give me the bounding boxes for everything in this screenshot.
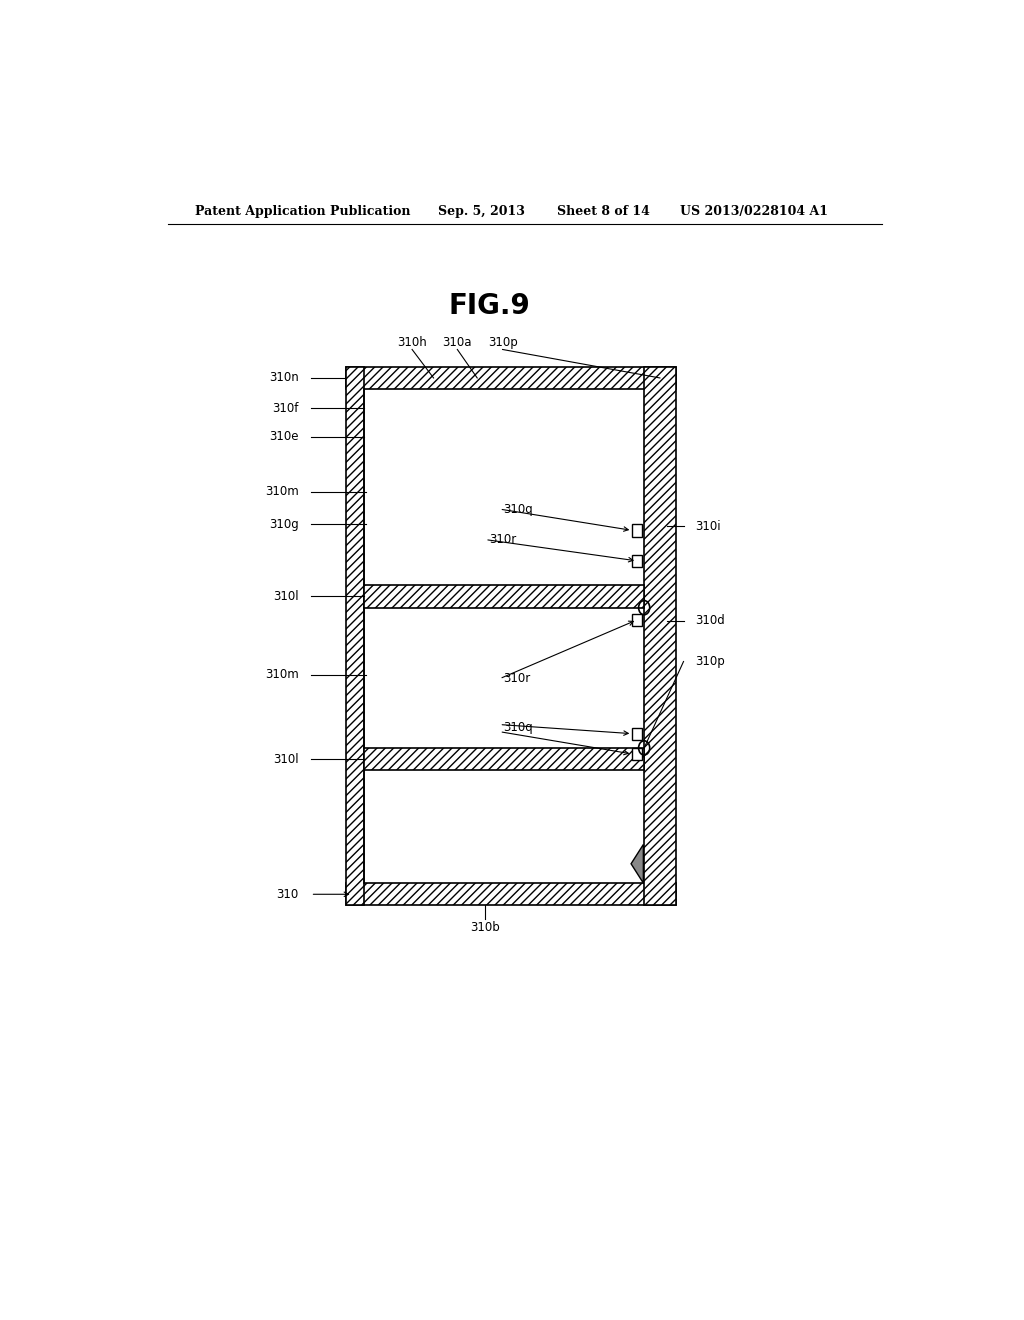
Text: 310l: 310l — [273, 590, 299, 603]
Text: 310q: 310q — [504, 503, 534, 516]
Bar — [632, 614, 642, 626]
Text: 310q: 310q — [504, 721, 534, 734]
Text: 310h: 310h — [397, 337, 427, 350]
Bar — [632, 524, 642, 536]
Text: 310b: 310b — [470, 921, 500, 933]
Bar — [644, 367, 676, 906]
Text: 310e: 310e — [269, 430, 299, 444]
Bar — [346, 883, 676, 906]
Bar — [346, 367, 364, 906]
Text: 310i: 310i — [695, 520, 721, 533]
Bar — [632, 748, 642, 760]
Text: Patent Application Publication: Patent Application Publication — [196, 205, 411, 218]
Text: Sheet 8 of 14: Sheet 8 of 14 — [557, 205, 649, 218]
Text: 310m: 310m — [265, 486, 299, 498]
Text: 310d: 310d — [695, 614, 725, 627]
Text: 310a: 310a — [442, 337, 472, 350]
Text: 310r: 310r — [489, 533, 516, 546]
Text: Sep. 5, 2013: Sep. 5, 2013 — [437, 205, 524, 218]
Text: 310g: 310g — [269, 517, 299, 531]
Text: 310p: 310p — [695, 655, 725, 668]
Polygon shape — [631, 845, 643, 883]
Text: 310r: 310r — [504, 672, 530, 685]
Bar — [632, 727, 642, 739]
Bar — [346, 367, 676, 389]
Text: 310: 310 — [276, 888, 299, 900]
Text: 310m: 310m — [265, 668, 299, 681]
Text: US 2013/0228104 A1: US 2013/0228104 A1 — [680, 205, 827, 218]
Bar — [364, 585, 644, 607]
Bar — [632, 554, 642, 568]
Text: 310f: 310f — [272, 401, 299, 414]
Text: 310p: 310p — [487, 337, 517, 350]
Text: FIG.9: FIG.9 — [449, 292, 530, 319]
Text: 310n: 310n — [269, 371, 299, 384]
Bar — [364, 748, 644, 771]
Text: 310l: 310l — [273, 752, 299, 766]
